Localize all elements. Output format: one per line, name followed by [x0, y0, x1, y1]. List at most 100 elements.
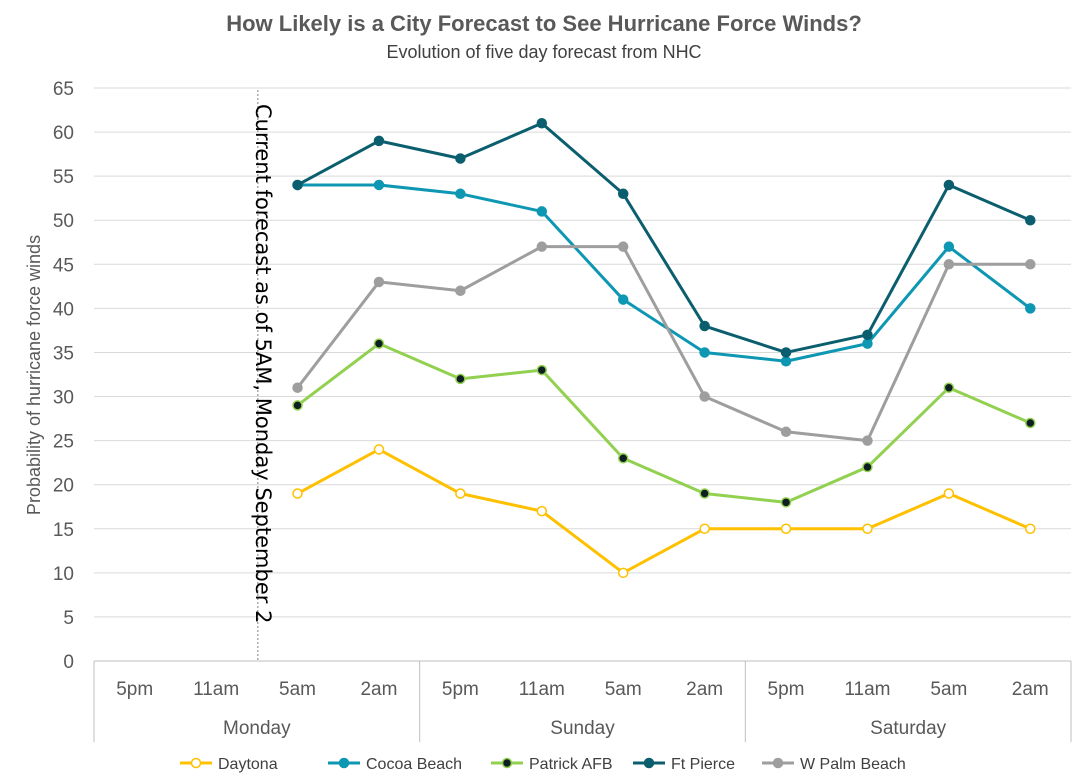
y-tick-label: 40: [53, 299, 74, 320]
data-point: [292, 400, 303, 411]
data-point: [780, 347, 792, 358]
data-point: [617, 241, 629, 252]
series-line: [296, 245, 1031, 443]
legend-swatch-marker: [772, 757, 784, 769]
data-point: [943, 241, 955, 252]
data-point: [617, 294, 629, 305]
data-point: [455, 188, 466, 200]
data-point: [373, 179, 385, 191]
x-group-label: Sunday: [550, 718, 615, 739]
legend-item: W Palm Beach: [762, 756, 906, 773]
legend-item: Patrick AFB: [491, 756, 613, 773]
x-group-label: Monday: [223, 718, 291, 739]
legend-swatch-marker: [338, 757, 350, 769]
data-point: [617, 188, 629, 200]
data-point: [373, 276, 385, 288]
data-point: [1025, 259, 1036, 270]
y-tick-label: 30: [53, 388, 74, 409]
x-axis: Monday Sunday Saturday 5pm 11am 5am 2am 5pm 11am…: [93, 660, 1072, 742]
data-point: [699, 523, 710, 535]
series-w-palm-beach: [292, 241, 1036, 446]
data-point: [780, 497, 792, 508]
data-point: [862, 461, 873, 473]
data-point: [943, 179, 955, 191]
data-point: [373, 338, 385, 349]
x-tick-label: 11am: [844, 679, 890, 700]
y-tick-label: 20: [53, 476, 74, 497]
chart-title: How Likely is a City Forecast to See Hur…: [226, 11, 862, 36]
y-tick-label: 65: [53, 79, 74, 100]
data-point: [536, 241, 548, 252]
y-tick-label: 55: [53, 167, 74, 188]
y-tick-label: 60: [53, 123, 74, 144]
y-tick-label: 50: [53, 211, 74, 232]
data-point: [943, 259, 955, 270]
x-tick-label: 5pm: [768, 679, 805, 700]
data-point: [943, 488, 955, 499]
data-point: [617, 567, 629, 579]
legend: Daytona Cocoa Beach Patrick AFB Ft Pierce W …: [180, 756, 906, 773]
data-point: [699, 488, 710, 499]
data-point: [1025, 417, 1036, 429]
x-tick-label: 2am: [686, 679, 723, 700]
x-tick-label: 5am: [930, 679, 967, 700]
data-point: [536, 364, 548, 376]
data-point: [455, 373, 466, 385]
gridlines: [94, 87, 1071, 618]
data-point: [373, 135, 385, 147]
data-point: [780, 356, 792, 367]
y-tick-label: 0: [63, 652, 74, 673]
legend-item: Cocoa Beach: [328, 756, 462, 773]
legend-swatch-marker: [190, 757, 202, 769]
data-point: [455, 285, 466, 297]
x-group-label: Saturday: [870, 718, 947, 739]
y-tick-label: 10: [53, 564, 74, 585]
series-line: [296, 447, 1031, 575]
data-point: [292, 382, 303, 393]
x-tick-label: 11am: [193, 679, 239, 700]
data-point: [780, 426, 792, 438]
y-axis-label: Probability of hurricane force winds: [24, 235, 44, 515]
y-tick-label: 5: [63, 608, 74, 629]
legend-label: Patrick AFB: [529, 756, 613, 773]
x-tick-label: 5am: [279, 679, 316, 700]
series-cocoa-beach: [292, 179, 1036, 367]
y-tick-label: 35: [53, 343, 74, 364]
data-point: [699, 391, 710, 402]
data-point: [455, 153, 466, 164]
series-line: [296, 121, 1031, 354]
data-point: [862, 329, 873, 341]
data-point: [617, 452, 629, 464]
x-tick-label: 5pm: [116, 679, 153, 700]
series-line: [296, 342, 1031, 504]
legend-item: Daytona: [180, 756, 278, 773]
y-tick-label: 45: [53, 255, 74, 276]
legend-swatch-marker: [643, 757, 655, 769]
x-tick-label: 5am: [605, 679, 642, 700]
legend-swatch-marker: [501, 757, 513, 769]
data-point: [943, 382, 955, 393]
data-point: [292, 488, 303, 499]
series-patrick-afb: [292, 338, 1036, 508]
series-line: [297, 183, 1032, 363]
y-axis-ticks: 0 5 10 15 20 25 30 35 40 45 50 55 60 65: [53, 79, 74, 673]
chart-subtitle: Evolution of five day forecast from NHC: [386, 42, 701, 62]
forecast-annotation: Current forecast as of 5AM, Monday Septe…: [251, 90, 275, 661]
legend-label: Cocoa Beach: [366, 756, 462, 773]
series-ft-pierce: [292, 118, 1036, 358]
legend-label: Daytona: [218, 756, 278, 773]
data-point: [699, 347, 710, 358]
data-point: [1025, 214, 1036, 226]
data-point: [780, 523, 792, 535]
data-point: [1025, 523, 1036, 535]
x-tick-label: 5pm: [442, 679, 479, 700]
data-point: [1025, 303, 1036, 314]
series-group: [292, 118, 1036, 579]
series-daytona: [292, 444, 1036, 579]
annotation-text: Current forecast as of 5AM, Monday Septe…: [251, 104, 275, 623]
data-point: [862, 523, 873, 535]
data-point: [862, 435, 873, 446]
x-tick-label: 2am: [360, 679, 397, 700]
y-tick-label: 15: [53, 520, 74, 541]
